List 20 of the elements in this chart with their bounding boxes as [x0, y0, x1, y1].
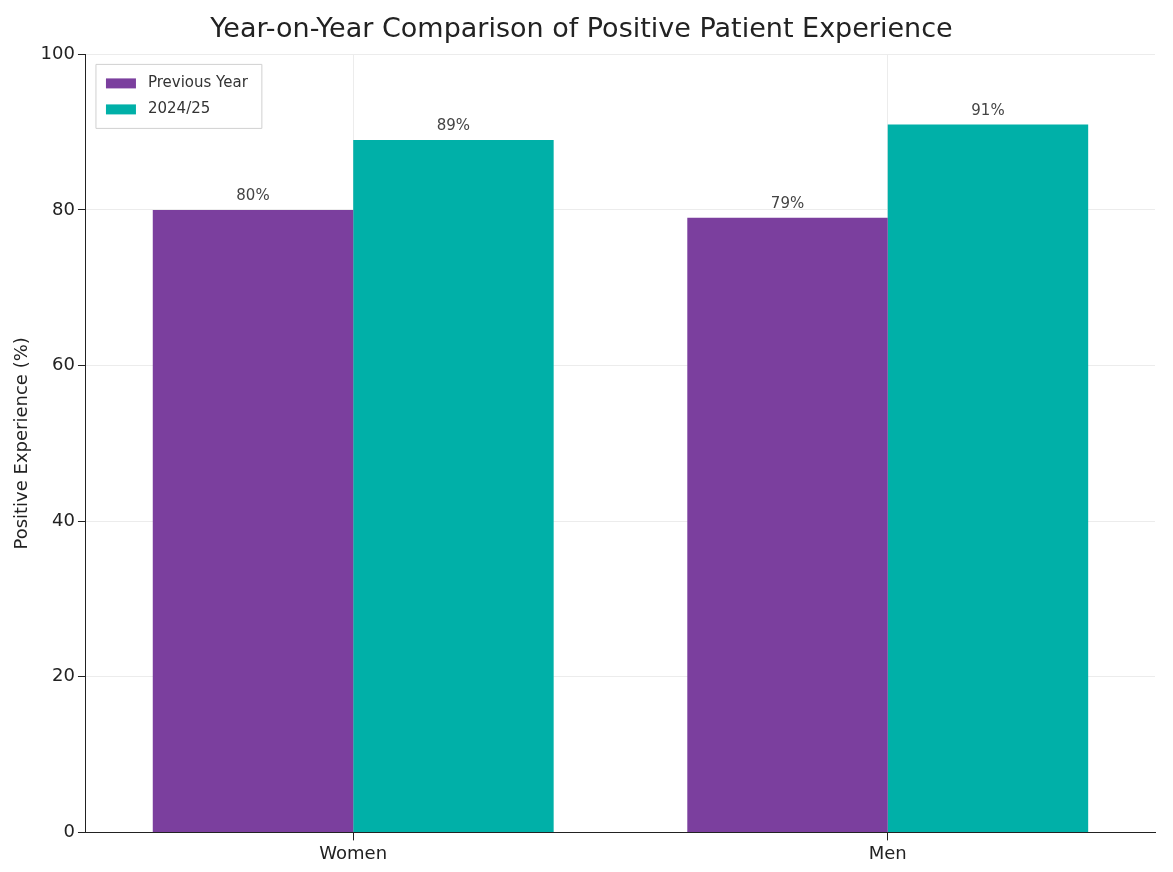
y-tick-label: 20: [52, 664, 75, 686]
data-label: 91%: [971, 100, 1005, 119]
bar: [887, 124, 1089, 832]
x-tick-label: Men: [868, 841, 907, 863]
chart-title: Year-on-Year Comparison of Positive Patient Experience: [209, 12, 953, 44]
data-label: 79%: [770, 194, 805, 213]
legend-label: Previous Year: [147, 73, 249, 92]
data-label: 89%: [436, 116, 471, 135]
y-tick-label: 0: [63, 820, 75, 842]
x-tick-label: Women: [319, 841, 388, 863]
legend-label: 2024/25: [147, 99, 211, 118]
y-tick-label: 100: [40, 42, 75, 64]
bar: [152, 210, 354, 832]
bar: [687, 217, 888, 832]
y-tick-label: 40: [52, 508, 75, 530]
y-axis-title: Positive Experience (%): [10, 337, 32, 550]
y-tick-label: 60: [52, 353, 75, 375]
data-label: 80%: [236, 186, 270, 205]
y-tick-label: 80: [52, 197, 75, 219]
bar: [353, 139, 554, 832]
